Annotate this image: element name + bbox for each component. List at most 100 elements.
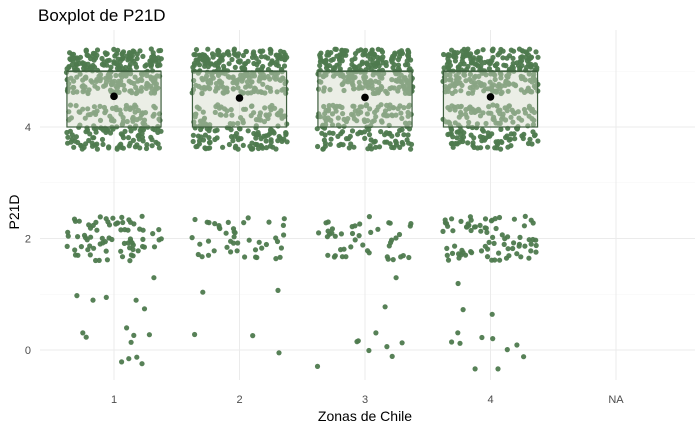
data-point	[408, 146, 414, 152]
data-point	[406, 254, 412, 261]
data-point	[375, 54, 381, 61]
data-point	[374, 107, 380, 113]
data-point	[330, 73, 337, 79]
data-point	[530, 220, 536, 226]
data-point	[111, 46, 117, 53]
data-point	[316, 86, 322, 92]
data-point	[205, 79, 211, 85]
data-point	[102, 110, 108, 116]
data-point	[526, 103, 533, 109]
data-point	[133, 297, 139, 303]
data-point	[497, 257, 503, 263]
data-point	[535, 138, 541, 144]
data-point	[340, 142, 346, 148]
data-point	[440, 228, 446, 234]
data-point	[455, 330, 461, 336]
data-point	[81, 232, 88, 238]
data-point	[332, 233, 338, 239]
data-point	[271, 74, 277, 80]
data-point	[156, 145, 162, 151]
data-point	[323, 72, 329, 78]
data-point	[482, 59, 488, 66]
data-point	[384, 254, 390, 260]
data-point	[379, 85, 385, 91]
data-point	[83, 129, 89, 135]
data-point	[117, 107, 123, 113]
data-point	[465, 90, 472, 96]
data-point	[467, 214, 473, 220]
data-point	[349, 74, 355, 80]
data-point	[99, 55, 105, 62]
data-point	[273, 235, 279, 241]
data-point	[199, 90, 205, 97]
data-point	[335, 115, 341, 121]
data-point	[224, 108, 230, 114]
mean-marker-2	[235, 94, 244, 102]
data-point	[93, 78, 99, 84]
data-point	[373, 78, 379, 84]
data-point	[528, 241, 534, 247]
data-point	[494, 61, 500, 67]
data-point	[386, 243, 392, 249]
data-point	[263, 145, 270, 151]
data-point	[278, 77, 284, 83]
data-point	[492, 216, 498, 222]
data-point	[360, 52, 366, 58]
data-point	[139, 213, 145, 219]
data-point	[205, 238, 212, 244]
data-point	[126, 143, 132, 149]
data-point	[510, 55, 516, 62]
data-point	[274, 59, 280, 65]
data-point	[149, 137, 155, 143]
data-point	[486, 104, 492, 110]
data-point	[467, 85, 473, 91]
data-point	[118, 248, 124, 254]
data-point	[327, 130, 333, 136]
data-point	[199, 75, 205, 81]
data-point	[399, 340, 405, 346]
data-point	[348, 244, 354, 250]
data-point	[103, 248, 109, 254]
data-point	[103, 294, 109, 300]
data-point	[505, 246, 511, 252]
data-point	[228, 238, 234, 244]
data-point	[220, 52, 227, 58]
data-point	[506, 103, 512, 109]
data-point	[113, 104, 119, 111]
data-point	[85, 112, 91, 118]
data-point	[86, 137, 92, 144]
data-point	[449, 250, 456, 256]
data-point	[326, 106, 332, 112]
data-point	[267, 76, 273, 82]
data-point	[463, 111, 469, 117]
data-point	[267, 143, 273, 149]
data-point	[263, 241, 269, 248]
data-point	[202, 145, 208, 151]
data-point	[527, 46, 533, 52]
data-point	[465, 221, 471, 227]
data-point	[400, 141, 406, 147]
data-point	[398, 72, 404, 78]
data-point	[494, 141, 501, 148]
data-point	[155, 55, 161, 61]
data-point	[205, 46, 211, 52]
data-point	[343, 52, 349, 58]
data-point	[481, 137, 488, 143]
data-point	[401, 132, 407, 138]
data-point	[140, 138, 146, 144]
data-point	[225, 219, 231, 225]
data-point	[323, 65, 330, 71]
data-point	[458, 112, 464, 118]
data-point	[455, 280, 461, 287]
data-point	[152, 76, 158, 82]
data-point	[228, 249, 234, 255]
data-point	[511, 131, 517, 137]
data-point	[322, 111, 328, 117]
data-point	[351, 144, 357, 150]
data-point	[526, 237, 532, 243]
data-point	[270, 60, 276, 66]
data-point	[390, 55, 396, 62]
data-point	[462, 252, 469, 258]
data-point	[153, 86, 159, 92]
data-point	[101, 62, 107, 68]
